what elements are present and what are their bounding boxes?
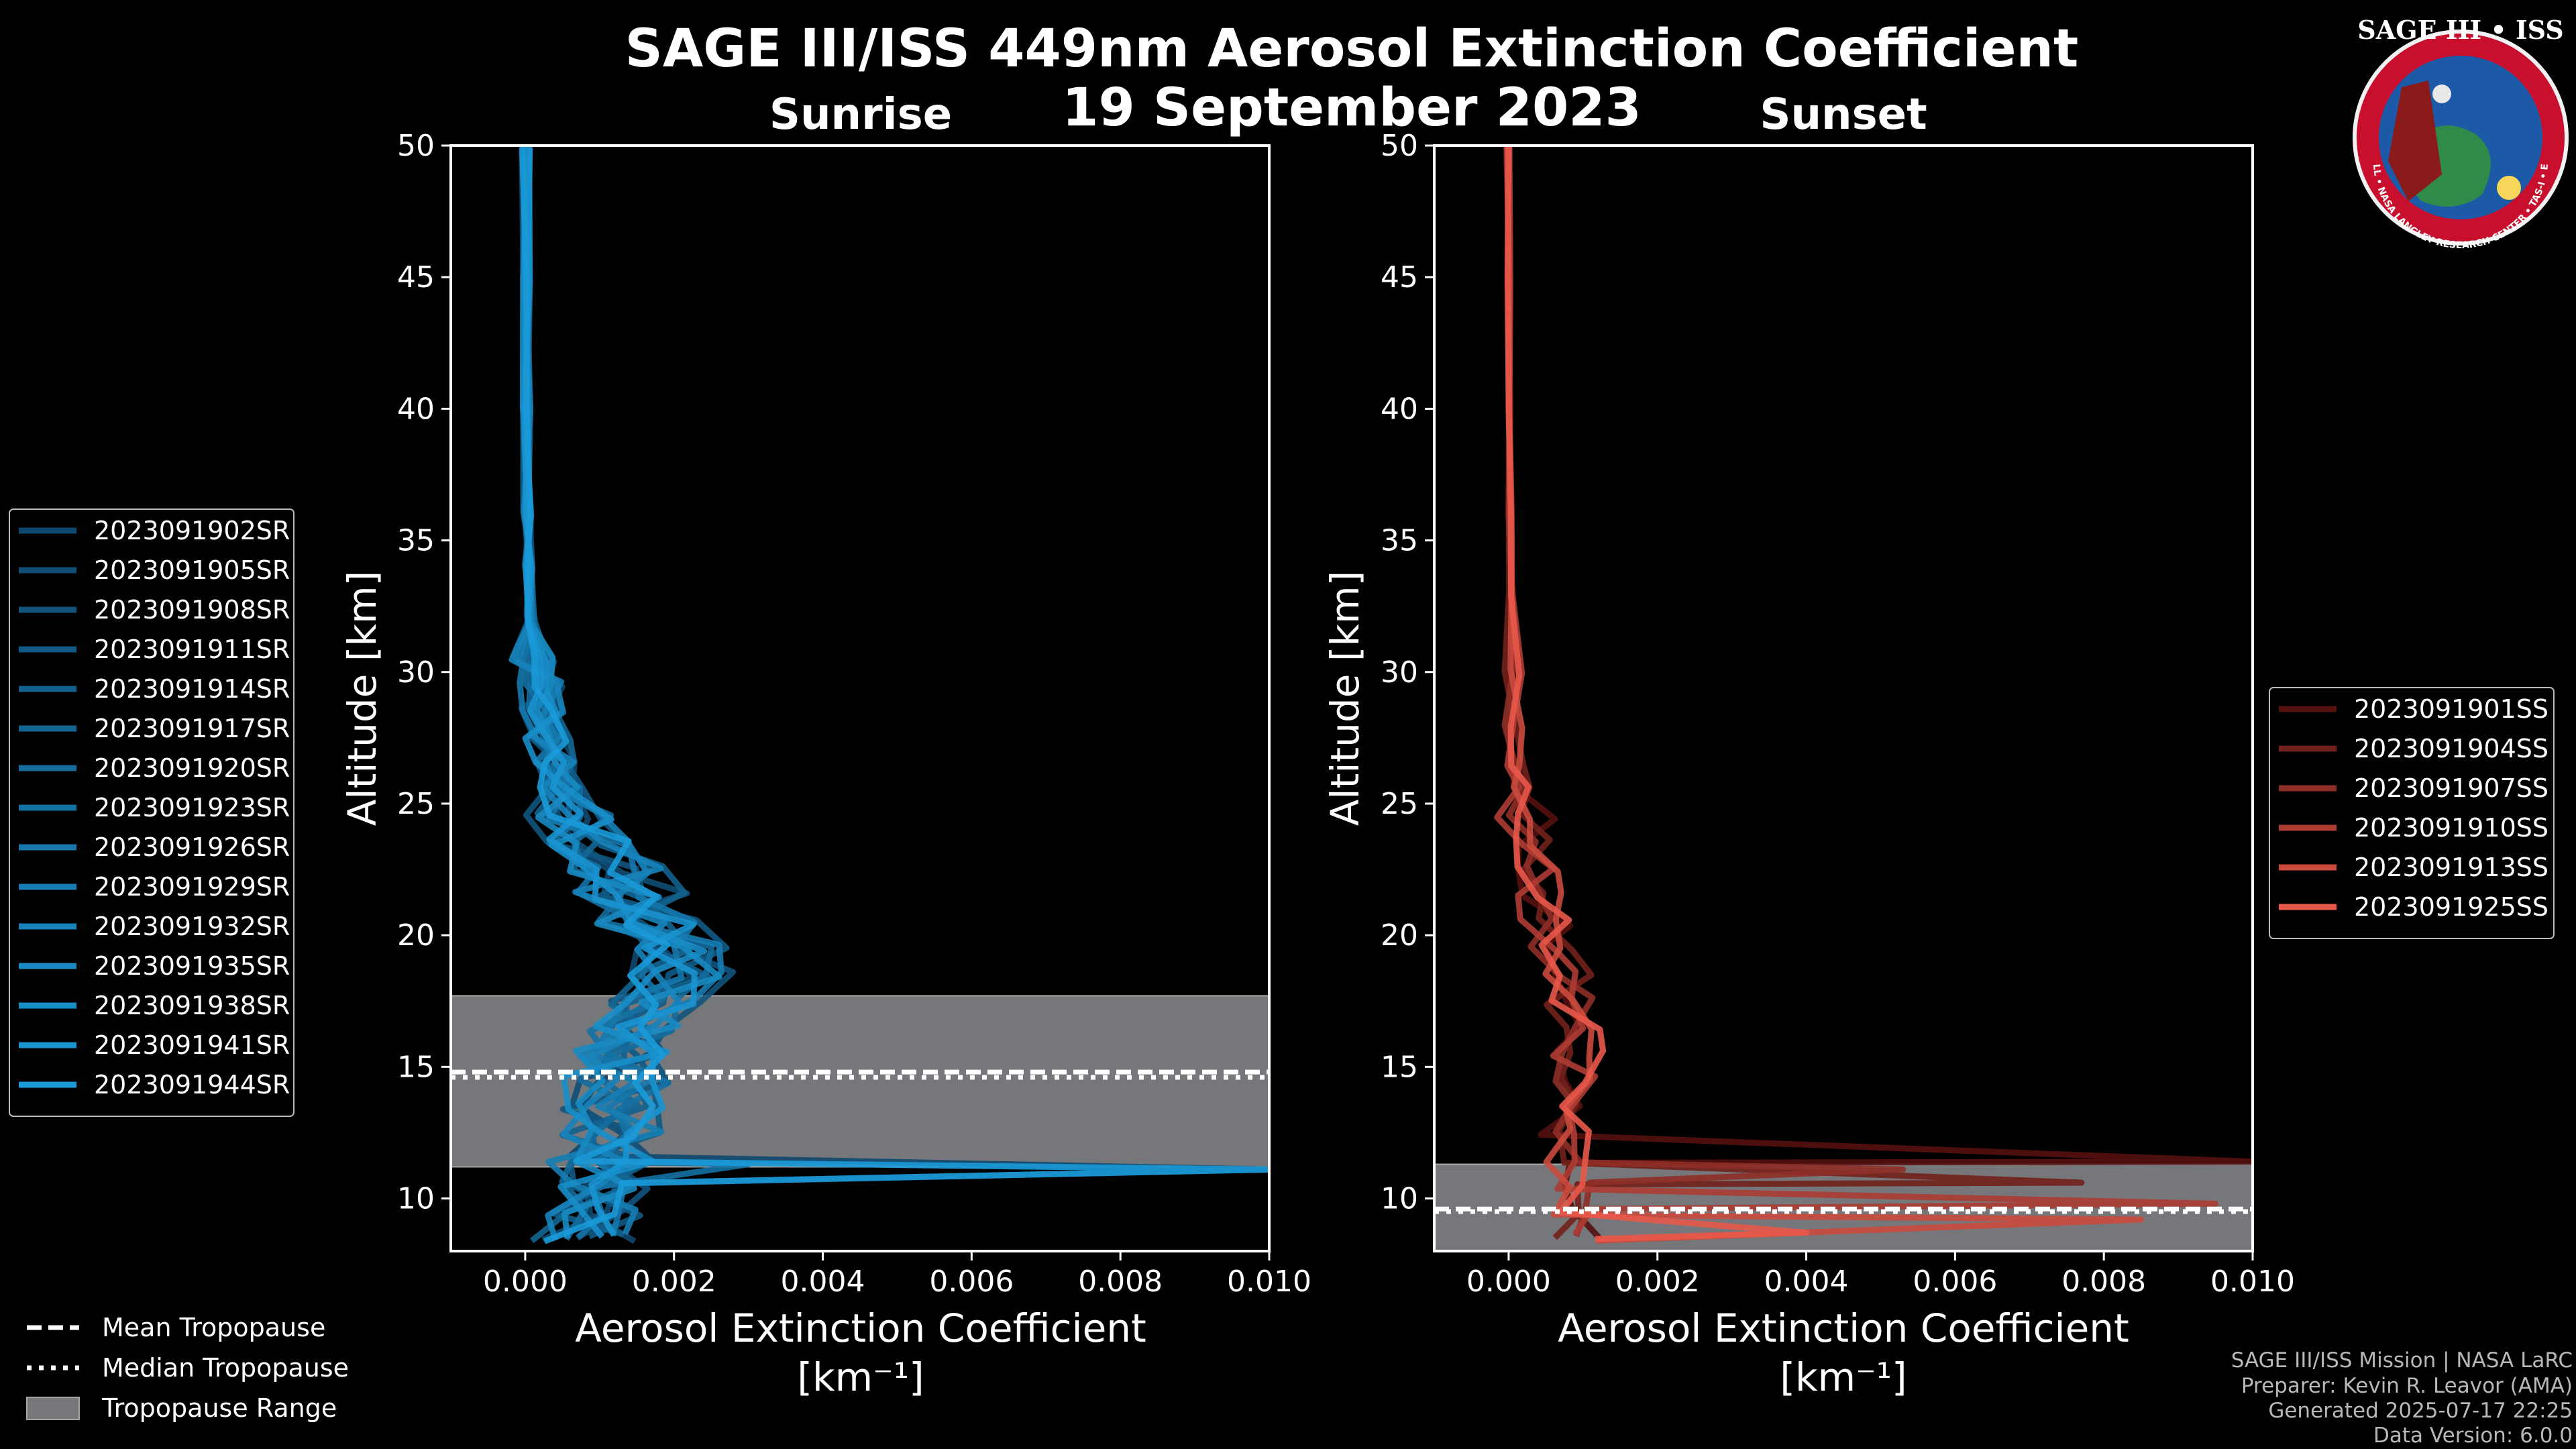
credit-preparer: Preparer: Kevin R. Leavor (AMA) [2241, 1374, 2573, 1398]
sunset-legend-label: 2023091910SS [2354, 813, 2548, 843]
sunrise-y-tick-label: 50 [397, 129, 435, 163]
figure-title: SAGE III/ISS 449nm Aerosol Extinction Co… [625, 19, 2079, 79]
sunrise-legend-label: 2023091941SR [94, 1030, 290, 1060]
sunset-plot: 0.000 0.002 0.004 0.006 0.008 0.010 10 15 20 25 30… [1381, 129, 2295, 1299]
sunrise-legend-label: 2023091911SR [94, 635, 290, 664]
sunrise-legend-box [9, 508, 294, 1117]
credit-generated: Generated 2025-07-17 22:25 [2268, 1399, 2573, 1423]
sunset-axes-frame [1433, 144, 2254, 1252]
logo-figure-robe [2388, 80, 2442, 201]
sunset-panel-title: Sunset [1760, 90, 1927, 140]
sunset-x-tick-label: 0.002 [1615, 1265, 1700, 1299]
tropopause-legend: Mean Tropopause Median Tropopause Tropop… [26, 1313, 349, 1423]
sunset-y-axis-label: Altitude [km] [1322, 571, 1368, 826]
sunrise-plot: 0.000 0.002 0.004 0.006 0.008 0.010 10 15 20 25 30… [397, 129, 1311, 1299]
sunrise-axes-frame [449, 144, 1271, 1252]
sunset-series-2023091904SS [1501, 146, 2085, 1240]
sunset-profiles [1494, 146, 2253, 1244]
sunrise-x-tick-label: 0.002 [632, 1265, 716, 1299]
sunset-x-tick-label: 0.006 [1913, 1265, 1997, 1299]
sunrise-legend-label: 2023091908SR [94, 595, 290, 625]
sunrise-legend-label: 2023091944SR [94, 1070, 290, 1099]
sunset-y-tick-label: 40 [1381, 392, 1418, 426]
sunset-y-tick-label: 30 [1381, 655, 1418, 690]
sunrise-y-tick-label: 30 [397, 655, 435, 690]
sunrise-legend-label: 2023091926SR [94, 833, 290, 862]
logo-sun [2497, 176, 2521, 200]
sunset-y-tick-label: 50 [1381, 129, 1418, 163]
sunrise-y-axis-label: Altitude [km] [339, 571, 385, 826]
sunrise-legend: 2023091902SR 2023091905SR 2023091908SR 2023… [9, 508, 294, 1117]
logo-moon [2432, 85, 2451, 103]
sunrise-x-tick-label: 0.004 [781, 1265, 865, 1299]
tropopause-range-label: Tropopause Range [101, 1393, 337, 1423]
sunrise-legend-label: 2023091929SR [94, 872, 290, 902]
sunrise-legend-label: 2023091902SR [94, 516, 290, 545]
sunset-legend-label: 2023091901SS [2354, 694, 2548, 724]
sunrise-x-axis-label: Aerosol Extinction Coefficient [575, 1305, 1146, 1351]
sunset-y-tick-label: 20 [1381, 918, 1418, 953]
tropopause-range-swatch [26, 1397, 80, 1420]
sunset-y-tick-label: 35 [1381, 524, 1418, 558]
sunrise-y-tick-label: 15 [397, 1050, 435, 1084]
sunrise-legend-label: 2023091935SR [94, 951, 290, 981]
sunset-y-tick-label: 10 [1381, 1182, 1418, 1216]
mean-tropopause-label: Mean Tropopause [102, 1313, 325, 1342]
sunrise-legend-label: 2023091920SR [94, 753, 290, 783]
sunset-legend-label: 2023091925SS [2354, 892, 2548, 922]
sunset-y-tick-label: 25 [1381, 787, 1418, 821]
sunset-legend: 2023091901SS 2023091904SS 2023091907SS 2023… [2269, 687, 2555, 939]
sunrise-legend-label: 2023091932SR [94, 912, 290, 941]
sunset-x-tick-label: 0.010 [2210, 1265, 2295, 1299]
sunset-x-axis-unit: [km⁻¹] [1780, 1354, 1907, 1400]
sunrise-y-tick-label: 35 [397, 524, 435, 558]
sunrise-legend-label: 2023091914SR [94, 674, 290, 704]
sunrise-profiles [508, 146, 1269, 1244]
sunrise-y-tick-label: 40 [397, 392, 435, 426]
sunrise-x-tick-label: 0.010 [1227, 1265, 1311, 1299]
sunset-x-tick-label: 0.008 [2061, 1265, 2146, 1299]
sunrise-x-tick-label: 0.008 [1078, 1265, 1163, 1299]
sunset-legend-label: 2023091907SS [2354, 773, 2548, 803]
sunrise-y-tick-label: 10 [397, 1182, 435, 1216]
sunset-legend-label: 2023091904SS [2354, 734, 2548, 763]
logo-title: SAGE III • ISS [2357, 15, 2563, 45]
sunrise-x-tick-label: 0.000 [483, 1265, 568, 1299]
median-tropopause-label: Median Tropopause [102, 1353, 349, 1383]
sunrise-series-2023091944SR [519, 146, 1269, 1244]
sunrise-y-tick-label: 25 [397, 787, 435, 821]
sunset-legend-box [2269, 687, 2555, 939]
sunrise-x-axis-unit: [km⁻¹] [797, 1354, 924, 1400]
sunrise-y-tick-label: 20 [397, 918, 435, 953]
sunrise-panel-title: Sunrise [769, 90, 952, 140]
sunrise-y-tick-label: 45 [397, 260, 435, 294]
sunset-x-axis-label: Aerosol Extinction Coefficient [1558, 1305, 2129, 1351]
figure-date: 19 September 2023 [1062, 78, 1642, 138]
sunrise-legend-label: 2023091923SR [94, 793, 290, 822]
sunrise-x-tick-label: 0.006 [929, 1265, 1014, 1299]
sunset-y-tick-label: 45 [1381, 260, 1418, 294]
sunrise-legend-label: 2023091905SR [94, 555, 290, 585]
sunset-x-tick-label: 0.004 [1764, 1265, 1849, 1299]
sunset-y-tick-label: 15 [1381, 1050, 1418, 1084]
credit-mission: SAGE III/ISS Mission | NASA LaRC [2231, 1348, 2573, 1373]
credit-version: Data Version: 6.0.0 [2373, 1424, 2573, 1448]
sunset-x-tick-label: 0.000 [1466, 1265, 1551, 1299]
sunset-legend-label: 2023091913SS [2354, 853, 2548, 882]
sunset-series-2023091925SS [1504, 146, 1809, 1242]
sunrise-legend-label: 2023091917SR [94, 714, 290, 743]
sunrise-legend-label: 2023091938SR [94, 991, 290, 1020]
